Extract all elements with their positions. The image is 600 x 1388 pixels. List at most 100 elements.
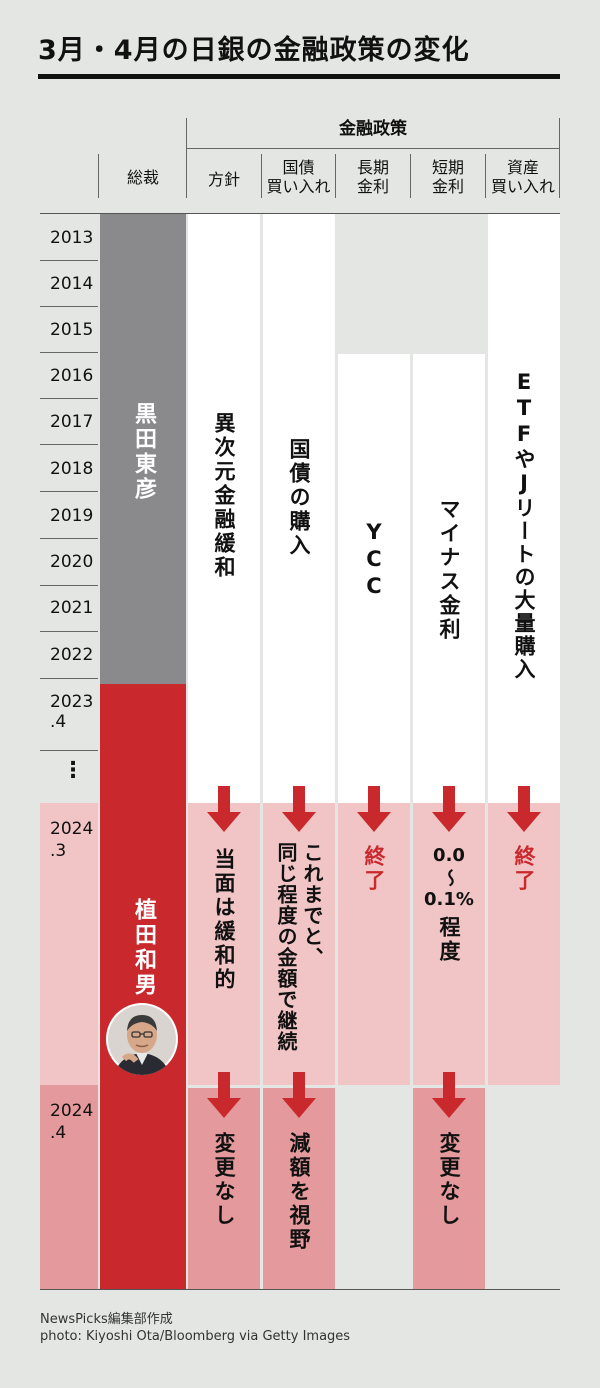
column-header-line: 長期 — [356, 158, 389, 177]
column-header-long-rate: 長期 金利 — [336, 158, 410, 196]
policy-before-text: 異次元金融緩和 — [212, 412, 236, 580]
assets-column-bg — [488, 214, 560, 803]
year-subtext: .3 — [50, 841, 67, 861]
page-title: 3月・4月の日銀の金融政策の変化 — [38, 35, 470, 66]
year-ellipsis: ⋮ — [40, 758, 96, 783]
year-label: 2015 — [40, 320, 96, 340]
year-row-2024-4-bg — [40, 1085, 98, 1289]
governor-name-kuroda: 黒田東彦 — [131, 402, 156, 502]
march-long-rate-text: 終了 — [362, 845, 386, 893]
column-header-line: 金利 — [431, 177, 464, 196]
bottom-rule — [40, 1289, 560, 1290]
april-jgb-text: 減額を視野 — [287, 1132, 311, 1252]
governor-divider — [98, 154, 99, 198]
year-row-2024-3-bg — [40, 803, 98, 1085]
year-text: 2013 — [50, 228, 94, 248]
arrow-down-icon — [432, 1072, 466, 1118]
march-jgb-bg — [263, 803, 335, 1085]
year-label: 2020 — [40, 552, 96, 572]
governor-header: 総裁 — [126, 168, 159, 187]
short-rate-value-line: 0.1% — [424, 889, 474, 910]
year-separator — [40, 491, 98, 492]
long-rate-before-text: YCC — [362, 520, 386, 601]
avatar — [106, 1003, 178, 1075]
year-text: 2021 — [50, 598, 94, 618]
governor-bar-ueda — [100, 684, 186, 1289]
year-separator — [40, 260, 98, 261]
column-divider — [261, 154, 262, 198]
credit-text: NewsPicks編集部作成 photo: Kiyoshi Ota/Bloomb… — [40, 1311, 350, 1345]
column-header-line: 買い入れ — [266, 177, 331, 196]
year-text: 2023 — [50, 692, 94, 712]
year-label: 2018 — [40, 459, 96, 479]
year-separator — [40, 750, 98, 751]
group-rule — [186, 148, 560, 149]
arrow-down-icon — [432, 786, 466, 832]
year-separator — [40, 678, 98, 679]
year-text: 2024 — [50, 1101, 94, 1121]
year-text: 2020 — [50, 552, 94, 572]
year-text: 2015 — [50, 320, 94, 340]
march-assets-bg — [488, 803, 560, 1085]
short-rate-before-text: マイナス金利 — [437, 498, 461, 642]
march-short-rate-text: 0.0 〜 0.1% 程度 — [413, 844, 485, 964]
assets-before-text: ETFやJリートの大量購入 — [512, 370, 536, 681]
arrow-down-icon — [507, 786, 541, 832]
short-rate-column-bg — [413, 354, 485, 803]
april-policy-bg — [188, 1088, 260, 1289]
title-rule — [38, 74, 560, 79]
column-header-assets: 資産 買い入れ — [486, 158, 560, 196]
year-label: 2016 — [40, 366, 96, 386]
year-subtext: .4 — [50, 712, 67, 732]
long-rate-column-bg — [338, 354, 410, 803]
year-label: 2017 — [40, 412, 96, 432]
march-long-rate-bg — [338, 803, 410, 1085]
group-label: 金融政策 — [339, 119, 407, 139]
year-text: 2022 — [50, 645, 94, 665]
year-label: 2013 — [40, 228, 96, 248]
column-header-line: 国債 — [282, 158, 315, 177]
jgb-column-bg — [263, 214, 335, 803]
year-subtext: .4 — [50, 1123, 67, 1143]
group-bracket-left — [186, 118, 187, 198]
year-text: 2019 — [50, 506, 94, 526]
year-separator — [40, 352, 98, 353]
year-text: 2014 — [50, 274, 94, 294]
column-header-line: 資産 — [506, 158, 539, 177]
year-label: 2021 — [40, 598, 96, 618]
header-bottom-rule — [40, 213, 560, 214]
governor-name-ueda: 植田和男 — [131, 898, 156, 998]
year-label: 2023 .4 — [40, 692, 96, 732]
april-jgb-bg — [263, 1088, 335, 1289]
column-header-policy: 方針 — [187, 170, 261, 189]
april-short-rate-text: 変更なし — [437, 1132, 461, 1228]
year-text: 2018 — [50, 459, 94, 479]
group-bracket-right — [559, 118, 560, 198]
year-label: 2019 — [40, 506, 96, 526]
year-separator — [40, 306, 98, 307]
ellipsis-text: ⋮ — [62, 758, 84, 783]
column-divider — [335, 154, 336, 198]
march-policy-text: 当面は緩和的 — [212, 848, 236, 992]
jgb-before-text: 国債の購入 — [287, 438, 311, 558]
arrow-down-icon — [357, 786, 391, 832]
year-label: 2014 — [40, 274, 96, 294]
credit-line: NewsPicks編集部作成 — [40, 1312, 173, 1327]
credit-line: photo: Kiyoshi Ota/Bloomberg via Getty I… — [40, 1329, 351, 1344]
march-jgb-text-line1: これまでと、 — [300, 842, 324, 968]
april-short-rate-bg — [413, 1088, 485, 1289]
column-divider — [485, 154, 486, 198]
march-assets-text: 終了 — [512, 845, 536, 893]
column-header-jgb: 国債 買い入れ — [262, 158, 335, 196]
short-rate-value-line: 〜 — [439, 869, 460, 887]
column-header-line: 方針 — [207, 170, 240, 189]
year-label: 2024 .3 — [40, 818, 96, 862]
arrow-down-icon — [207, 1072, 241, 1118]
portrait-illustration — [108, 1005, 176, 1075]
policy-column-bg — [188, 214, 260, 803]
year-label: 2024 .4 — [40, 1100, 96, 1144]
year-separator — [40, 631, 98, 632]
march-short-rate-bg — [413, 803, 485, 1085]
march-jgb-text-line2: 同じ程度の金額で継続 — [274, 842, 298, 1052]
governor-bar-kuroda — [100, 214, 186, 684]
